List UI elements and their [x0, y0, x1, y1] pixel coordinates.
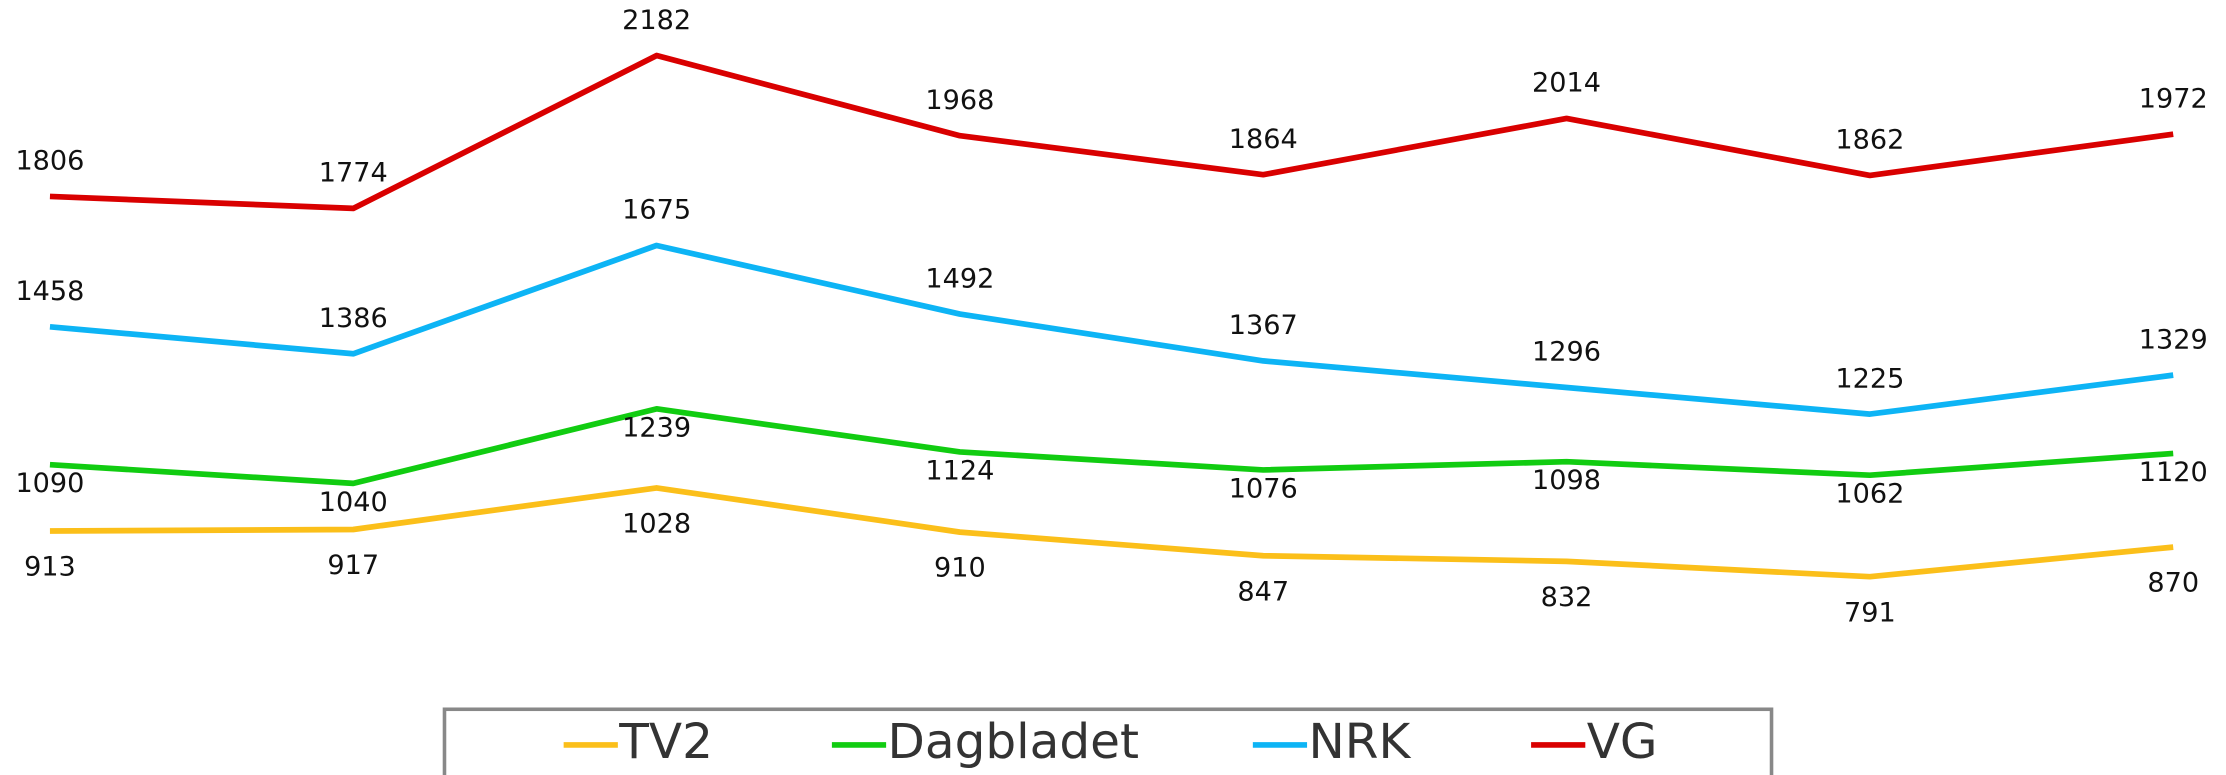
data-label: 1386 [319, 303, 388, 334]
data-label: 1968 [925, 85, 994, 116]
data-label: 870 [2147, 568, 2199, 599]
data-label: 1329 [2139, 324, 2208, 355]
data-label: 1090 [15, 468, 84, 499]
series-line [49, 405, 2174, 487]
series-line [49, 242, 2174, 417]
data-label: 847 [1237, 576, 1289, 607]
data-label: 1458 [15, 276, 84, 307]
data-label: 791 [1844, 597, 1896, 628]
data-label: 1972 [2139, 83, 2208, 114]
data-label: 1239 [622, 412, 691, 443]
data-label: 1062 [1835, 479, 1904, 510]
data-label: 1492 [925, 263, 994, 294]
data-label: 1862 [1835, 125, 1904, 156]
data-label: 832 [1541, 582, 1593, 613]
data-label: 1296 [1532, 337, 1601, 368]
data-label: 2182 [622, 5, 691, 36]
data-label: 1864 [1229, 124, 1298, 155]
data-label: 1225 [1835, 363, 1904, 394]
data-label: 910 [934, 553, 986, 584]
legend-label: NRK [1308, 714, 1411, 770]
data-label: 1120 [2139, 457, 2208, 488]
data-label: 1367 [1229, 310, 1298, 341]
series-line [49, 52, 2174, 212]
data-label: 913 [24, 552, 76, 583]
data-label: 1040 [319, 487, 388, 518]
data-label: 1675 [622, 195, 691, 226]
data-label: 1028 [622, 509, 691, 540]
data-label: 1806 [15, 146, 84, 177]
data-label: 1124 [925, 455, 994, 486]
data-label: 1076 [1229, 473, 1298, 504]
data-label: 2014 [1532, 68, 1601, 99]
data-label: 1774 [319, 158, 388, 189]
data-label: 917 [327, 550, 379, 581]
legend-label: VG [1587, 714, 1658, 770]
legend-label: Dagbladet [888, 714, 1139, 770]
data-label: 1098 [1532, 465, 1601, 496]
legend-label: TV2 [618, 714, 713, 770]
series-line [49, 485, 2174, 580]
